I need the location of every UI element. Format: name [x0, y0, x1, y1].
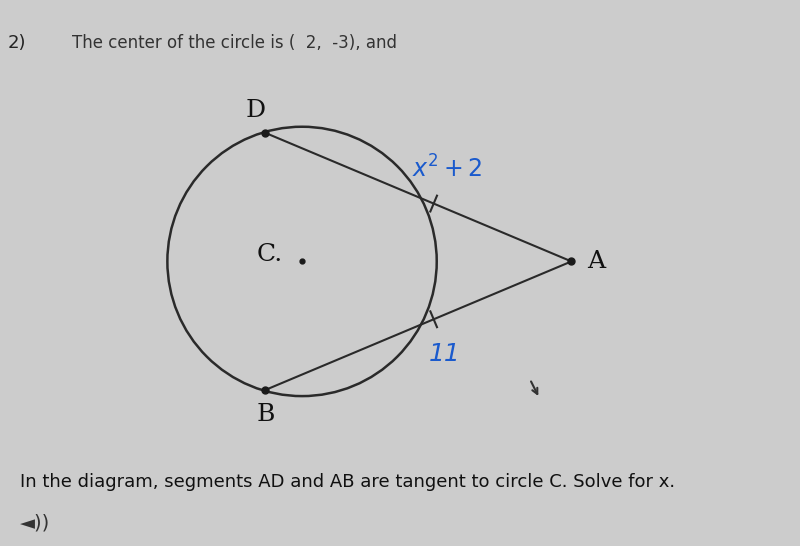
- Text: D: D: [246, 99, 266, 122]
- Text: The center of the circle is (  2,  -3), and: The center of the circle is ( 2, -3), an…: [72, 34, 397, 51]
- Text: B: B: [256, 403, 274, 426]
- Text: $x^2 + 2$: $x^2 + 2$: [412, 155, 482, 182]
- Text: In the diagram, segments AD and AB are tangent to circle C. Solve for x.: In the diagram, segments AD and AB are t…: [20, 473, 675, 491]
- Text: C.: C.: [257, 242, 283, 265]
- Text: 11: 11: [429, 342, 461, 366]
- Text: A: A: [587, 250, 605, 273]
- Text: 2): 2): [8, 34, 26, 51]
- Text: ◄)): ◄)): [20, 514, 50, 532]
